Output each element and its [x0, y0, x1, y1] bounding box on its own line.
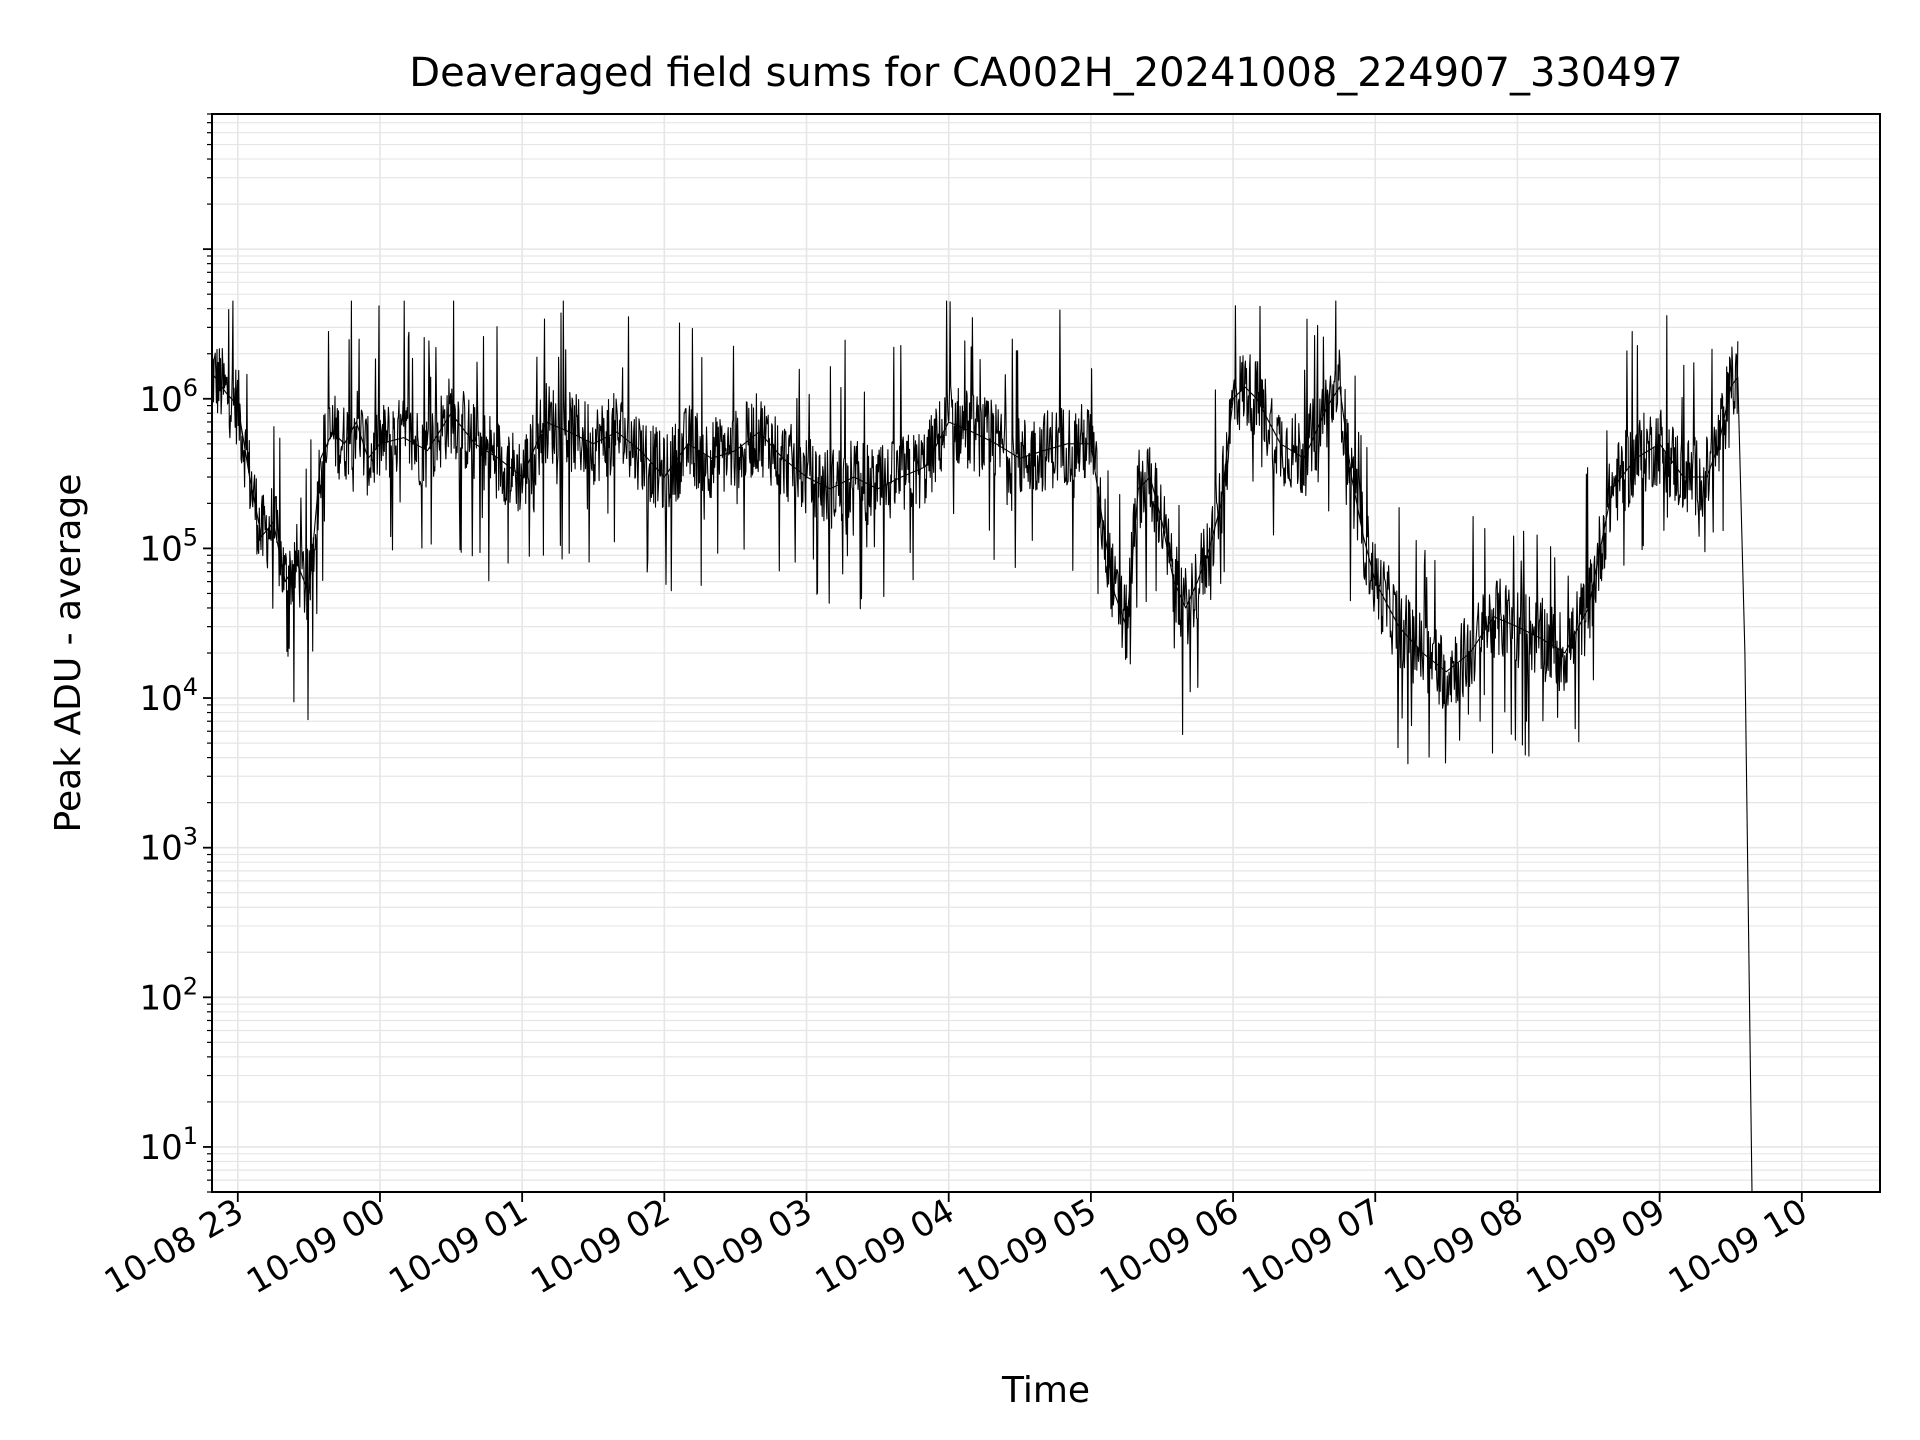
x-axis-label: Time — [1001, 1370, 1090, 1411]
series-line-noise — [211, 300, 1739, 765]
y-tick-label: 106 — [139, 374, 198, 420]
y-tick-label: 103 — [139, 823, 198, 869]
y-tick-label: 101 — [139, 1122, 198, 1168]
chart-title: Deaveraged field sums for CA002H_2024100… — [409, 50, 1682, 96]
series-line — [211, 372, 1753, 1193]
y-axis: 101 102 103 104 105 106 — [139, 113, 212, 1193]
y-tick-label: 102 — [139, 972, 198, 1018]
y-axis-label: Peak ADU - average — [48, 474, 89, 833]
y-tick-label: 104 — [139, 673, 198, 719]
y-tick-label: 105 — [139, 523, 198, 569]
grid — [212, 113, 1880, 1193]
